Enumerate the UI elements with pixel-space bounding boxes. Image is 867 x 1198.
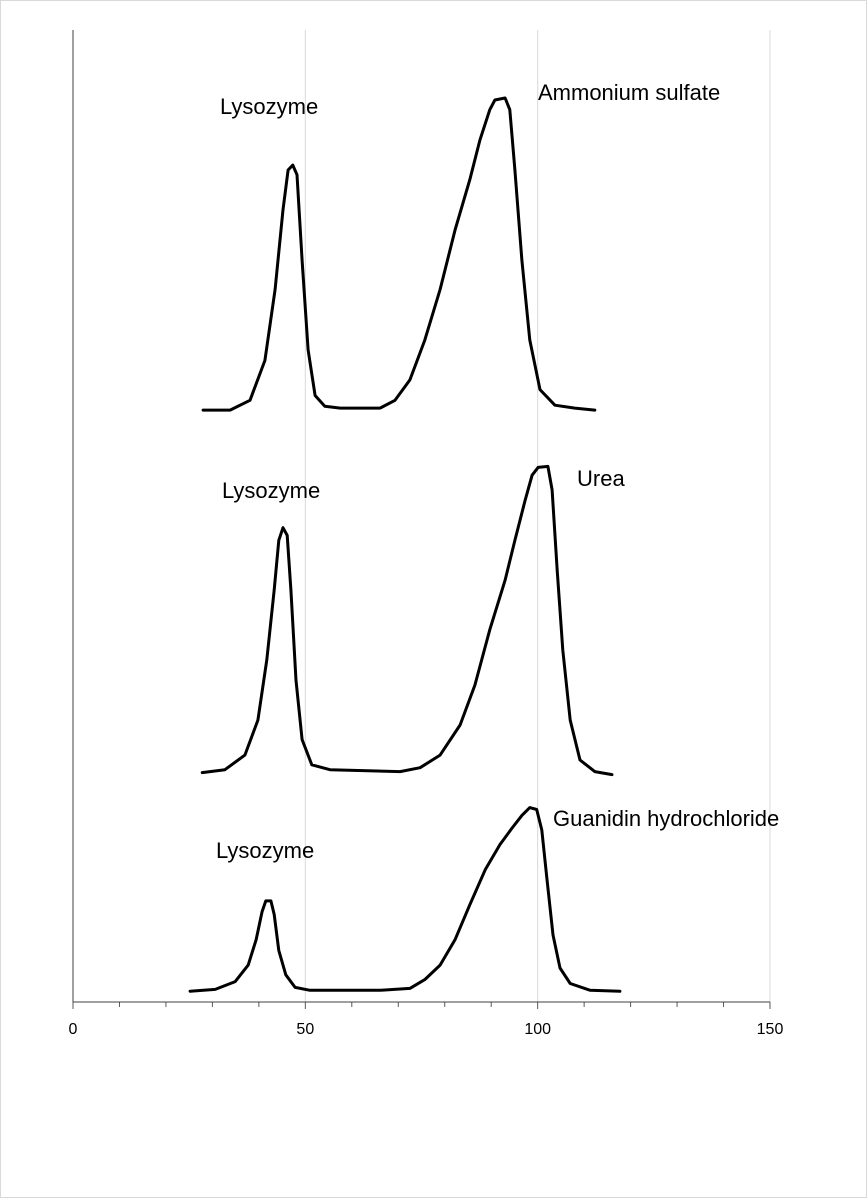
- x-tick-label: 50: [296, 1021, 314, 1038]
- x-tick-label: 100: [524, 1021, 551, 1038]
- x-tick-label: 0: [69, 1021, 78, 1038]
- annotation: Guanidin hydrochloride: [553, 806, 779, 831]
- annotation: Urea: [577, 466, 625, 491]
- trace: [201, 96, 597, 412]
- annotation: Ammonium sulfate: [538, 80, 720, 105]
- trace: [188, 806, 622, 993]
- trace: [200, 464, 614, 777]
- annotation: Lysozyme: [216, 838, 314, 863]
- x-tick-label: 150: [757, 1021, 784, 1038]
- annotation: Lysozyme: [222, 478, 320, 503]
- annotation: Lysozyme: [220, 94, 318, 119]
